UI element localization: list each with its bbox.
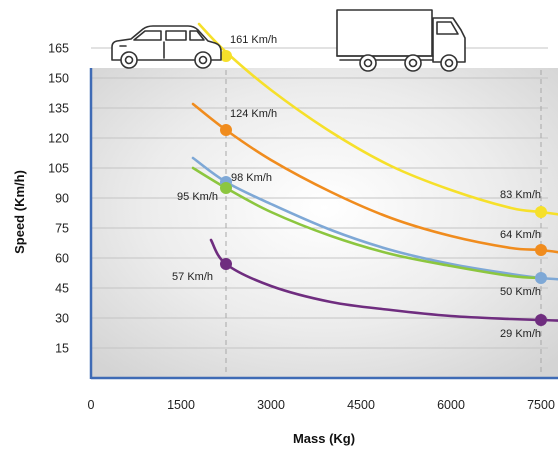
- data-label: 29 Km/h: [500, 328, 541, 340]
- y-tick-label: 45: [55, 282, 69, 296]
- series-line: [209, 238, 558, 322]
- markers: [220, 50, 547, 326]
- x-tick-label: 6000: [437, 398, 465, 412]
- data-label: 64 Km/h: [500, 229, 541, 241]
- y-tick-label: 105: [48, 162, 69, 176]
- data-labels: 161 Km/h 83 Km/h 124 Km/h 64 Km/h 98 Km/h 50 …: [172, 34, 541, 340]
- x-axis-title: Mass (Kg): [293, 431, 355, 446]
- x-tick-label: 0: [88, 398, 95, 412]
- data-point: [220, 50, 232, 62]
- data-point: [535, 272, 547, 284]
- x-tick-label: 1500: [167, 398, 195, 412]
- data-label: 83 Km/h: [500, 189, 541, 201]
- series-line: [191, 102, 558, 254]
- x-tick-label: 4500: [347, 398, 375, 412]
- y-tick-label: 150: [48, 72, 69, 86]
- y-tick-label: 60: [55, 252, 69, 266]
- y-tick-label: 30: [55, 312, 69, 326]
- y-tick-label: 75: [55, 222, 69, 236]
- car-icon: [111, 25, 222, 69]
- x-tick-label: 3000: [257, 398, 285, 412]
- data-point: [220, 182, 232, 194]
- data-label: 95 Km/h: [177, 191, 218, 203]
- data-point: [220, 124, 232, 136]
- y-tick-label: 15: [55, 342, 69, 356]
- y-tick-label: 120: [48, 132, 69, 146]
- data-label: 50 Km/h: [500, 286, 541, 298]
- y-tick-label: 135: [48, 102, 69, 116]
- y-tick-labels: 15 30 45 60 75 90 105 120 135 150 165: [48, 42, 69, 356]
- series-line: [197, 22, 558, 216]
- y-tick-label: 90: [55, 192, 69, 206]
- data-label: 124 Km/h: [230, 108, 277, 120]
- x-tick-label: 7500: [527, 398, 555, 412]
- data-label: 161 Km/h: [230, 34, 277, 46]
- data-point: [535, 314, 547, 326]
- data-point: [220, 258, 232, 270]
- data-label: 57 Km/h: [172, 271, 213, 283]
- data-label: 98 Km/h: [231, 172, 272, 184]
- x-tick-labels: 0 1500 3000 4500 6000 7500: [88, 398, 555, 412]
- truck-icon: [336, 9, 466, 72]
- plot-background: [91, 68, 558, 378]
- y-tick-label: 165: [48, 42, 69, 56]
- data-point: [535, 206, 547, 218]
- data-point: [535, 244, 547, 256]
- y-axis-title: Speed (Km/h): [12, 170, 27, 254]
